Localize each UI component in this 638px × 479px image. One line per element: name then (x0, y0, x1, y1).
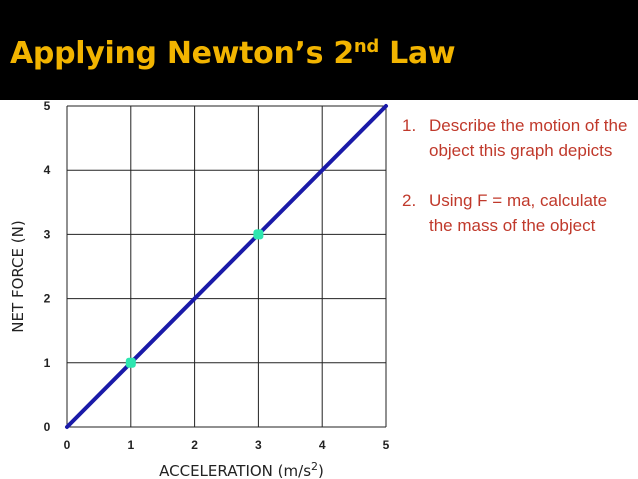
questions-list: 1. Describe the motion of the object thi… (402, 113, 632, 263)
x-tick-label: 3 (255, 438, 262, 452)
title-end: Law (379, 36, 456, 71)
y-tick-label: 2 (44, 292, 51, 306)
y-axis-label: NET FORCE (N) (9, 220, 27, 332)
title-main: Applying Newton’s 2 (10, 36, 354, 71)
x-tick-label: 4 (319, 438, 326, 452)
question-text: Describe the motion of the object this g… (429, 116, 628, 160)
data-point (253, 229, 264, 240)
question-item: 1. Describe the motion of the object thi… (402, 113, 632, 163)
x-tick-label: 2 (191, 438, 198, 452)
question-item: 2. Using F = ma, calculate the mass of t… (402, 188, 632, 238)
x-axis-label-superscript: 2 (311, 460, 318, 473)
series-line (65, 104, 388, 429)
y-tick-label: 5 (44, 100, 51, 113)
question-number: 1. (402, 116, 417, 135)
y-tick-label: 0 (44, 420, 51, 434)
y-tick-label: 1 (44, 356, 51, 370)
title-bar (0, 0, 638, 100)
x-tick-label: 1 (127, 438, 134, 452)
x-axis-label: ACCELERATION (m/s2) (159, 460, 324, 479)
x-tick-label: 0 (64, 438, 71, 452)
question-number: 2. (402, 191, 417, 210)
title-superscript: nd (353, 36, 380, 57)
y-tick-label: 4 (44, 163, 51, 177)
data-point (125, 357, 136, 368)
y-tick-label: 3 (44, 227, 51, 241)
slide-title: Applying Newton’s 2nd Law (10, 36, 456, 71)
force-acceleration-chart: 0 1 2 3 4 5 0 1 2 3 4 5 ACCELERATION (m/s2) NET FORCE… (9, 100, 390, 479)
question-text: Using F = ma, calculate the mass of the … (429, 191, 608, 235)
x-tick-label: 5 (383, 438, 390, 452)
x-axis-label-end: ) (318, 462, 324, 479)
